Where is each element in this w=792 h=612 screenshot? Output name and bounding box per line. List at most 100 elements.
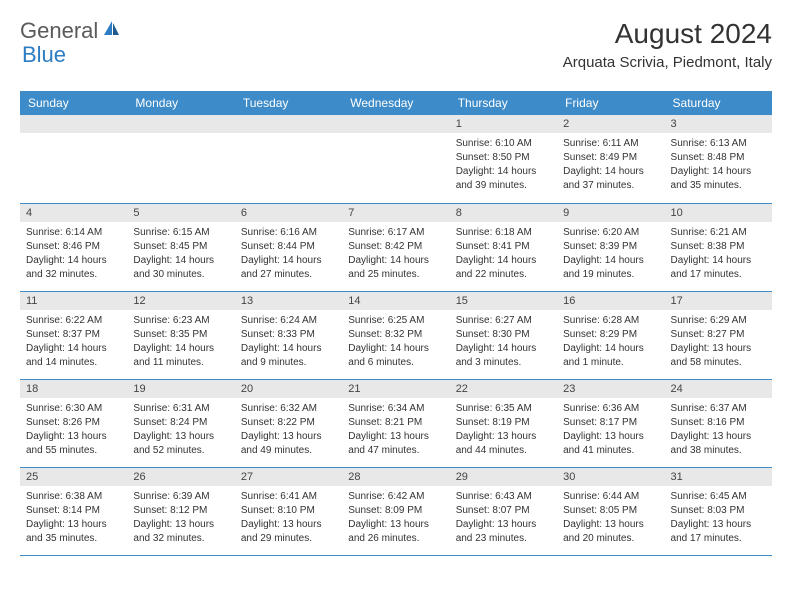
day-number: 22 — [450, 380, 557, 398]
logo: General — [20, 18, 124, 44]
day-info-line: Daylight: 14 hours and 14 minutes. — [26, 342, 121, 370]
logo-sail-icon — [102, 19, 122, 42]
day-number: 9 — [557, 204, 664, 222]
day-cell: 17Sunrise: 6:29 AMSunset: 8:27 PMDayligh… — [665, 291, 772, 379]
day-content: Sunrise: 6:23 AMSunset: 8:35 PMDaylight:… — [127, 310, 234, 374]
day-info-line: Sunrise: 6:24 AM — [241, 314, 336, 328]
day-header-friday: Friday — [557, 91, 664, 115]
day-info-line: Daylight: 13 hours and 41 minutes. — [563, 430, 658, 458]
day-info-line: Sunrise: 6:38 AM — [26, 490, 121, 504]
day-info-line: Sunset: 8:37 PM — [26, 328, 121, 342]
calendar-week-row: 25Sunrise: 6:38 AMSunset: 8:14 PMDayligh… — [20, 467, 772, 555]
day-info-line: Sunset: 8:17 PM — [563, 416, 658, 430]
day-content: Sunrise: 6:18 AMSunset: 8:41 PMDaylight:… — [450, 222, 557, 286]
day-info-line: Sunset: 8:46 PM — [26, 240, 121, 254]
day-info-line: Sunrise: 6:13 AM — [671, 137, 766, 151]
day-content: Sunrise: 6:38 AMSunset: 8:14 PMDaylight:… — [20, 486, 127, 550]
day-info-line: Sunrise: 6:16 AM — [241, 226, 336, 240]
day-info-line: Sunrise: 6:34 AM — [348, 402, 443, 416]
day-info-line: Sunset: 8:42 PM — [348, 240, 443, 254]
day-info-line: Daylight: 13 hours and 44 minutes. — [456, 430, 551, 458]
day-info-line: Sunset: 8:05 PM — [563, 504, 658, 518]
day-info-line: Daylight: 13 hours and 55 minutes. — [26, 430, 121, 458]
day-info-line: Sunset: 8:49 PM — [563, 151, 658, 165]
calendar-body: 1Sunrise: 6:10 AMSunset: 8:50 PMDaylight… — [20, 115, 772, 555]
day-cell: 30Sunrise: 6:44 AMSunset: 8:05 PMDayligh… — [557, 467, 664, 555]
day-header-monday: Monday — [127, 91, 234, 115]
day-info-line: Sunrise: 6:43 AM — [456, 490, 551, 504]
month-title: August 2024 — [563, 18, 772, 50]
day-info-line: Sunset: 8:44 PM — [241, 240, 336, 254]
day-info-line: Sunrise: 6:31 AM — [133, 402, 228, 416]
day-info-line: Sunset: 8:48 PM — [671, 151, 766, 165]
day-number: 17 — [665, 292, 772, 310]
day-content: Sunrise: 6:30 AMSunset: 8:26 PMDaylight:… — [20, 398, 127, 462]
day-cell: 5Sunrise: 6:15 AMSunset: 8:45 PMDaylight… — [127, 203, 234, 291]
day-cell: 24Sunrise: 6:37 AMSunset: 8:16 PMDayligh… — [665, 379, 772, 467]
day-number: 16 — [557, 292, 664, 310]
day-info-line: Daylight: 14 hours and 30 minutes. — [133, 254, 228, 282]
day-info-line: Daylight: 14 hours and 3 minutes. — [456, 342, 551, 370]
day-info-line: Sunset: 8:24 PM — [133, 416, 228, 430]
day-number: 28 — [342, 468, 449, 486]
day-cell: 20Sunrise: 6:32 AMSunset: 8:22 PMDayligh… — [235, 379, 342, 467]
day-number: 5 — [127, 204, 234, 222]
day-content: Sunrise: 6:29 AMSunset: 8:27 PMDaylight:… — [665, 310, 772, 374]
day-info-line: Sunrise: 6:27 AM — [456, 314, 551, 328]
day-cell: 9Sunrise: 6:20 AMSunset: 8:39 PMDaylight… — [557, 203, 664, 291]
day-content: Sunrise: 6:37 AMSunset: 8:16 PMDaylight:… — [665, 398, 772, 462]
day-info-line: Sunrise: 6:23 AM — [133, 314, 228, 328]
day-number: 3 — [665, 115, 772, 133]
day-info-line: Sunset: 8:19 PM — [456, 416, 551, 430]
day-info-line: Daylight: 14 hours and 6 minutes. — [348, 342, 443, 370]
day-content: Sunrise: 6:27 AMSunset: 8:30 PMDaylight:… — [450, 310, 557, 374]
day-info-line: Daylight: 14 hours and 11 minutes. — [133, 342, 228, 370]
day-info-line: Sunset: 8:33 PM — [241, 328, 336, 342]
day-info-line: Sunrise: 6:30 AM — [26, 402, 121, 416]
day-cell: 4Sunrise: 6:14 AMSunset: 8:46 PMDaylight… — [20, 203, 127, 291]
day-info-line: Daylight: 14 hours and 35 minutes. — [671, 165, 766, 193]
day-info-line: Daylight: 14 hours and 9 minutes. — [241, 342, 336, 370]
day-cell: 26Sunrise: 6:39 AMSunset: 8:12 PMDayligh… — [127, 467, 234, 555]
day-info-line: Sunrise: 6:11 AM — [563, 137, 658, 151]
day-cell: 21Sunrise: 6:34 AMSunset: 8:21 PMDayligh… — [342, 379, 449, 467]
day-cell: 29Sunrise: 6:43 AMSunset: 8:07 PMDayligh… — [450, 467, 557, 555]
day-cell: 6Sunrise: 6:16 AMSunset: 8:44 PMDaylight… — [235, 203, 342, 291]
day-content: Sunrise: 6:35 AMSunset: 8:19 PMDaylight:… — [450, 398, 557, 462]
day-info-line: Sunrise: 6:15 AM — [133, 226, 228, 240]
day-header-tuesday: Tuesday — [235, 91, 342, 115]
day-number: 11 — [20, 292, 127, 310]
day-info-line: Daylight: 14 hours and 32 minutes. — [26, 254, 121, 282]
day-cell — [20, 115, 127, 203]
day-info-line: Sunset: 8:27 PM — [671, 328, 766, 342]
day-number — [127, 115, 234, 133]
day-content: Sunrise: 6:34 AMSunset: 8:21 PMDaylight:… — [342, 398, 449, 462]
day-content: Sunrise: 6:11 AMSunset: 8:49 PMDaylight:… — [557, 133, 664, 197]
day-info-line: Sunrise: 6:20 AM — [563, 226, 658, 240]
logo-text-2: Blue — [22, 42, 66, 67]
day-content: Sunrise: 6:10 AMSunset: 8:50 PMDaylight:… — [450, 133, 557, 197]
day-info-line: Daylight: 14 hours and 37 minutes. — [563, 165, 658, 193]
day-header-sunday: Sunday — [20, 91, 127, 115]
day-info-line: Sunset: 8:09 PM — [348, 504, 443, 518]
day-content: Sunrise: 6:45 AMSunset: 8:03 PMDaylight:… — [665, 486, 772, 550]
day-info-line: Sunset: 8:21 PM — [348, 416, 443, 430]
day-content: Sunrise: 6:21 AMSunset: 8:38 PMDaylight:… — [665, 222, 772, 286]
day-info-line: Daylight: 13 hours and 38 minutes. — [671, 430, 766, 458]
day-cell: 28Sunrise: 6:42 AMSunset: 8:09 PMDayligh… — [342, 467, 449, 555]
day-info-line: Sunset: 8:22 PM — [241, 416, 336, 430]
day-info-line: Daylight: 13 hours and 52 minutes. — [133, 430, 228, 458]
day-info-line: Daylight: 13 hours and 26 minutes. — [348, 518, 443, 546]
day-info-line: Daylight: 13 hours and 58 minutes. — [671, 342, 766, 370]
day-number: 25 — [20, 468, 127, 486]
day-info-line: Daylight: 14 hours and 25 minutes. — [348, 254, 443, 282]
day-info-line: Sunset: 8:16 PM — [671, 416, 766, 430]
day-content: Sunrise: 6:24 AMSunset: 8:33 PMDaylight:… — [235, 310, 342, 374]
day-content: Sunrise: 6:25 AMSunset: 8:32 PMDaylight:… — [342, 310, 449, 374]
day-cell — [235, 115, 342, 203]
day-info-line: Sunset: 8:26 PM — [26, 416, 121, 430]
day-info-line: Sunset: 8:41 PM — [456, 240, 551, 254]
day-number: 4 — [20, 204, 127, 222]
day-info-line: Sunrise: 6:22 AM — [26, 314, 121, 328]
day-number: 18 — [20, 380, 127, 398]
